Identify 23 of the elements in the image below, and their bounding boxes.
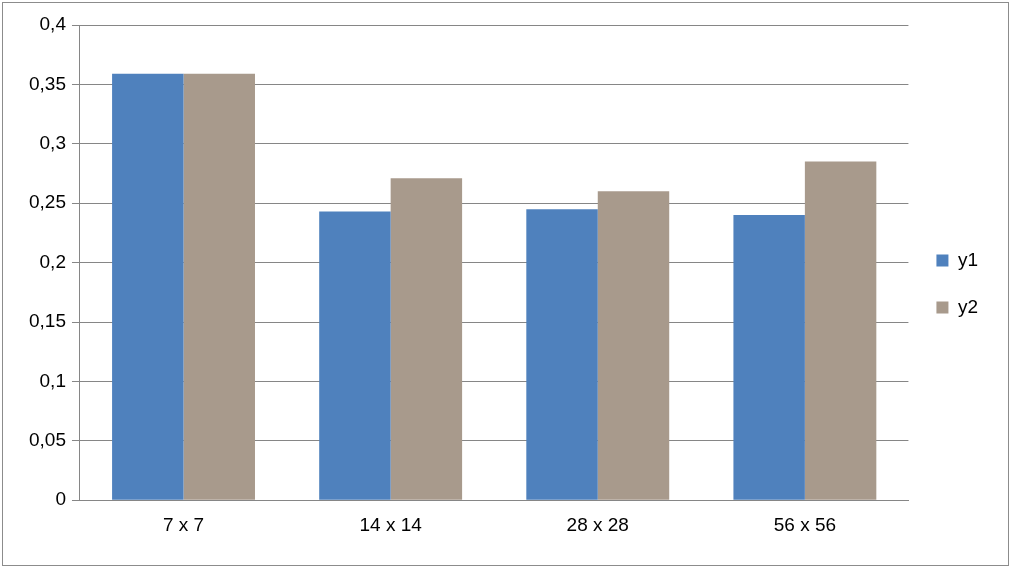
bar [112, 73, 184, 500]
y-tick-label: 0,4 [39, 13, 67, 35]
y-tick-label: 0,1 [39, 369, 66, 391]
y-tick-label: 0,05 [29, 429, 66, 451]
bar [319, 211, 391, 500]
bar [597, 191, 670, 500]
y-tick-label: 0,25 [29, 191, 66, 213]
legend-label: y1 [957, 248, 979, 270]
y-tick-label: 0,35 [29, 72, 66, 94]
bar [390, 178, 463, 500]
y-tick-label: 0 [55, 488, 66, 510]
y-tick-label: 0,2 [39, 250, 66, 272]
bar [526, 209, 598, 500]
x-tick-label: 28 x 28 [566, 513, 629, 535]
x-tick-label: 7 x 7 [162, 513, 205, 535]
bar [183, 73, 255, 500]
x-tick-label: 14 x 14 [359, 513, 423, 535]
bar [733, 215, 805, 500]
bar [804, 161, 877, 500]
legend-label: y2 [957, 295, 979, 317]
y-tick-label: 0,3 [39, 132, 66, 154]
y-tick-label: 0,15 [29, 310, 66, 332]
x-tick-label: 56 x 56 [773, 513, 837, 535]
